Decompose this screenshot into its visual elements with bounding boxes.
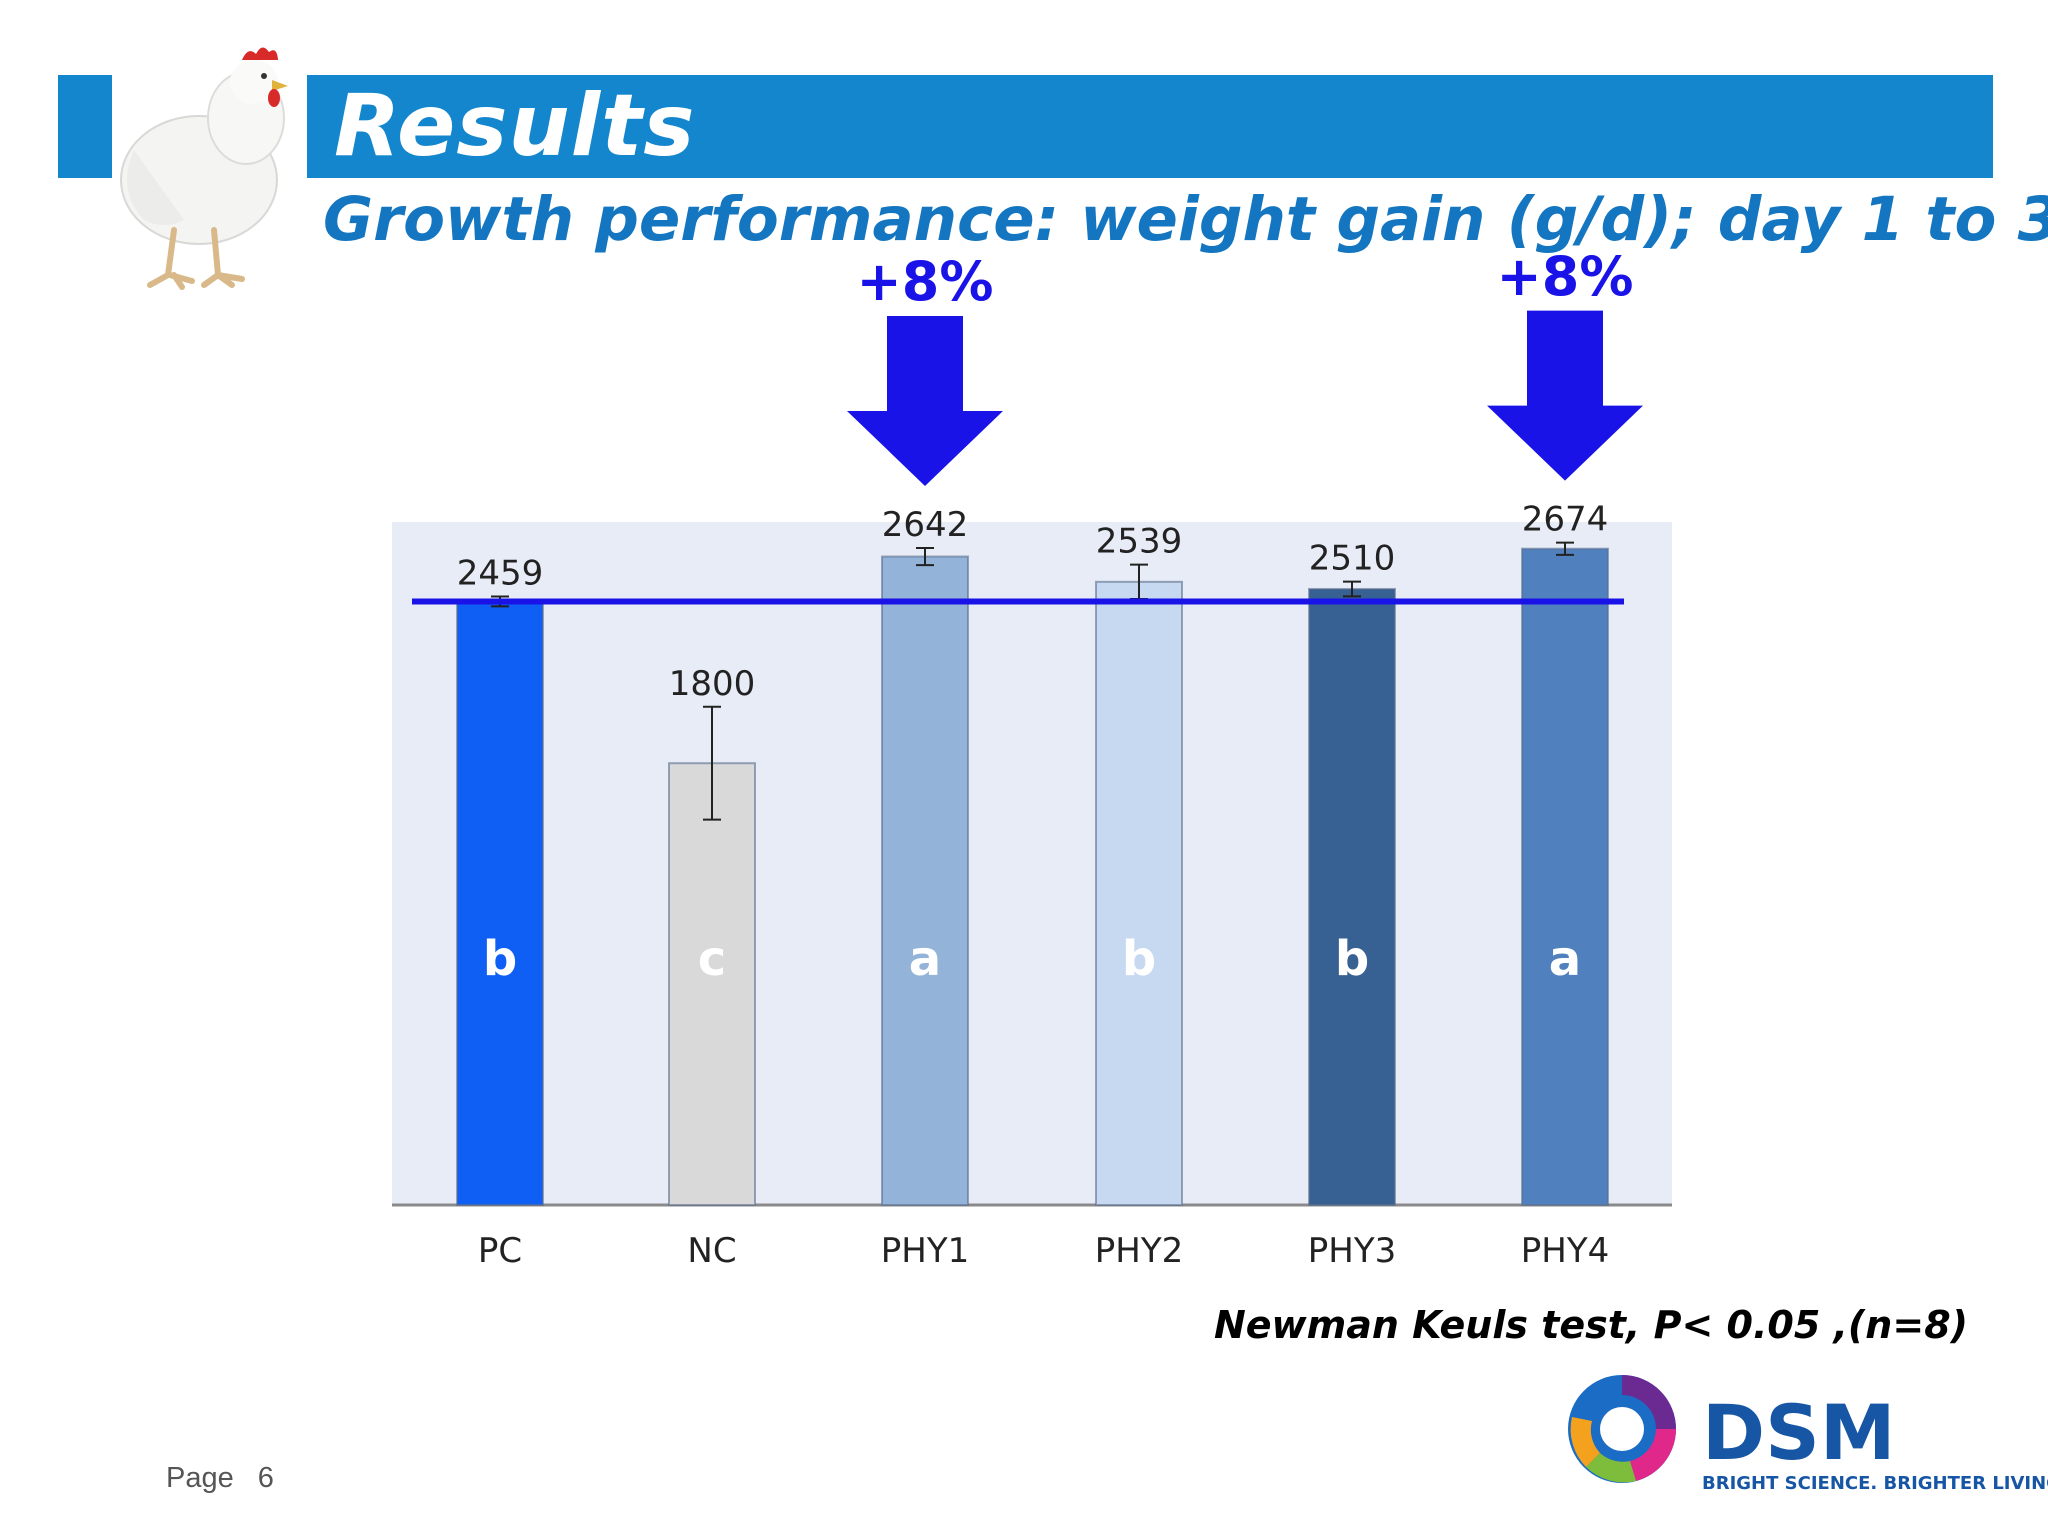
chicken-image — [120, 47, 288, 290]
statistics-footnote: Newman Keuls test, P< 0.05 ,(n=8) — [1213, 1303, 1968, 1347]
logo-wordmark: DSM — [1702, 1388, 1896, 1477]
significance-letter-phy1: a — [909, 931, 941, 987]
bar-phy3 — [1308, 587, 1396, 1206]
slide-subtitle: Growth performance: weight gain (g/d); d… — [323, 184, 2048, 255]
value-label-phy3: 2510 — [1309, 539, 1396, 579]
value-label-phy1: 2642 — [882, 505, 969, 545]
page-number-value: 6 — [257, 1462, 274, 1494]
tick-label-nc: NC — [687, 1231, 736, 1271]
plot-area — [392, 522, 1672, 1205]
highlight-label-phy4: +8% — [1496, 244, 1634, 308]
bar-pc — [456, 600, 544, 1206]
tick-label-phy1: PHY1 — [881, 1231, 969, 1271]
value-label-phy2: 2539 — [1096, 522, 1183, 562]
tick-label-phy4: PHY4 — [1521, 1231, 1609, 1271]
tick-label-phy3: PHY3 — [1308, 1231, 1396, 1271]
significance-letter-nc: c — [698, 931, 726, 987]
value-label-nc: 1800 — [669, 664, 756, 704]
bar-phy4 — [1521, 547, 1609, 1206]
bar-phy1 — [881, 555, 969, 1206]
highlight-arrow-phy1 — [847, 315, 1003, 486]
value-label-pc: 2459 — [457, 554, 544, 594]
title-bar — [307, 75, 1993, 178]
logo-tagline: BRIGHT SCIENCE. BRIGHTER LIVING. — [1702, 1473, 2048, 1494]
significance-letter-phy4: a — [1549, 931, 1581, 987]
tick-label-pc: PC — [478, 1231, 522, 1271]
title-side-block — [58, 75, 112, 178]
bar-phy2 — [1095, 580, 1183, 1206]
highlight-label-phy1: +8% — [856, 249, 994, 313]
significance-letter-pc: b — [483, 931, 517, 987]
highlight-arrow-phy4 — [1487, 310, 1643, 481]
tick-label-phy2: PHY2 — [1095, 1231, 1183, 1271]
significance-letter-phy2: b — [1122, 931, 1156, 987]
slide-title: Results — [334, 76, 696, 176]
significance-letter-phy3: b — [1335, 931, 1369, 987]
bar-nc — [668, 762, 756, 1207]
page-number: Page 6 — [166, 1460, 298, 1496]
page-label-text: Page — [166, 1462, 234, 1494]
dsm-logo-icon — [1568, 1375, 1676, 1483]
value-label-phy4: 2674 — [1522, 500, 1609, 540]
